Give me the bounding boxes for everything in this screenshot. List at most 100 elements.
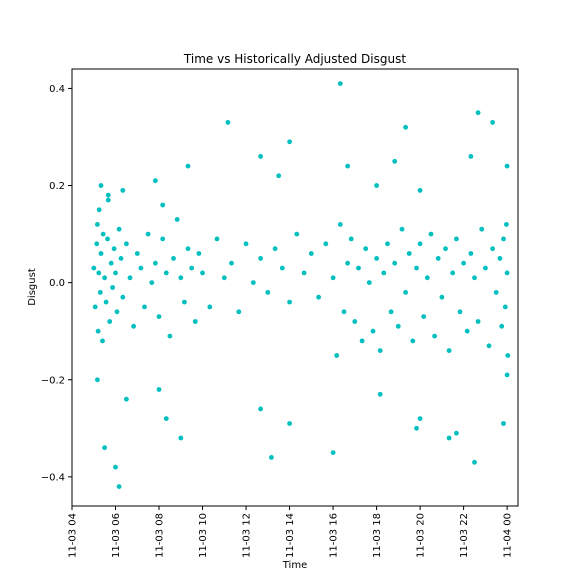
data-point: [127, 275, 133, 281]
data-point: [145, 231, 151, 237]
data-point: [221, 275, 227, 281]
data-point: [403, 124, 408, 130]
data-point: [134, 251, 140, 256]
data-point: [504, 222, 509, 227]
x-tick-label: 11-03 18: [372, 513, 383, 558]
data-point: [385, 241, 390, 247]
data-point: [388, 309, 394, 315]
data-point: [443, 246, 448, 252]
data-point: [189, 265, 195, 271]
data-point: [501, 236, 506, 242]
data-point: [113, 464, 118, 470]
data-point: [454, 430, 459, 436]
data-point: [337, 81, 343, 86]
data-point: [381, 270, 387, 276]
data-point: [370, 328, 376, 334]
data-point: [182, 299, 187, 305]
x-tick-label: 11-03 04: [68, 513, 79, 558]
x-tick-label: 11-03 06: [111, 513, 122, 558]
y-tick-label: 0.0: [49, 278, 65, 289]
data-point: [160, 236, 166, 242]
x-tick-label: 11-03 22: [459, 513, 470, 558]
data-point: [483, 265, 488, 271]
data-point: [410, 338, 416, 344]
data-point: [502, 304, 508, 310]
data-point: [111, 246, 117, 252]
data-point: [493, 290, 499, 295]
data-point: [258, 406, 263, 412]
data-point: [377, 391, 383, 397]
data-point: [287, 299, 292, 305]
data-point: [116, 226, 122, 232]
data-point: [95, 328, 101, 334]
data-point: [178, 275, 184, 281]
data-point: [105, 192, 111, 198]
data-point: [110, 285, 115, 290]
data-point: [490, 246, 495, 252]
data-point: [499, 323, 505, 329]
data-point: [345, 260, 350, 266]
data-point: [118, 256, 124, 261]
data-point: [98, 251, 104, 256]
data-point: [160, 202, 166, 208]
data-point: [301, 270, 307, 276]
y-tick-label: −0.2: [41, 375, 65, 386]
data-point: [156, 387, 162, 392]
data-point: [490, 120, 495, 125]
data-point: [124, 396, 129, 402]
data-point: [95, 377, 100, 383]
data-point: [479, 226, 485, 232]
data-point: [345, 163, 350, 169]
data-point: [207, 304, 213, 310]
data-point: [102, 275, 107, 281]
data-point: [468, 251, 474, 256]
data-point: [105, 236, 110, 242]
data-point: [192, 319, 198, 324]
x-tick-label: 11-03 12: [242, 513, 253, 558]
data-point: [417, 188, 423, 193]
y-axis: −0.4 −0.2 0.0 0.2 0.4: [41, 84, 72, 483]
data-point: [149, 280, 155, 285]
data-point: [92, 304, 98, 310]
data-point: [439, 294, 445, 300]
data-point: [454, 236, 459, 242]
data-point: [417, 416, 423, 421]
data-point: [330, 275, 336, 281]
data-point: [359, 338, 365, 344]
data-point: [392, 260, 398, 266]
data-point: [424, 275, 430, 281]
data-point: [475, 110, 481, 116]
x-tick-label: 11-03 08: [155, 513, 166, 558]
data-point: [114, 309, 120, 315]
data-point: [174, 217, 180, 222]
data-point: [138, 265, 144, 271]
data-point: [279, 265, 285, 271]
data-point: [395, 323, 401, 329]
data-point: [100, 231, 106, 237]
data-point: [323, 241, 329, 247]
data-point: [163, 416, 169, 421]
data-point: [348, 236, 354, 242]
x-tick-label: 11-03 20: [416, 513, 427, 558]
data-point: [200, 270, 205, 276]
data-point: [97, 290, 103, 295]
data-point: [124, 241, 129, 247]
x-axis: 11-03 04 11-03 06 11-03 08 11-03 10 11-03 12…: [68, 506, 514, 558]
data-point: [153, 178, 158, 184]
data-point: [142, 304, 147, 310]
data-point: [178, 435, 184, 441]
data-point: [450, 270, 456, 276]
plot-frame: [71, 68, 519, 507]
data-point: [316, 294, 321, 300]
data-point: [287, 421, 292, 426]
data-point: [461, 260, 466, 266]
data-point: [504, 163, 510, 169]
data-point: [272, 246, 278, 252]
data-point: [105, 197, 111, 203]
data-point: [497, 256, 503, 261]
data-point: [100, 338, 105, 344]
data-point: [229, 260, 234, 266]
data-point: [269, 455, 274, 460]
data-point: [96, 270, 102, 276]
